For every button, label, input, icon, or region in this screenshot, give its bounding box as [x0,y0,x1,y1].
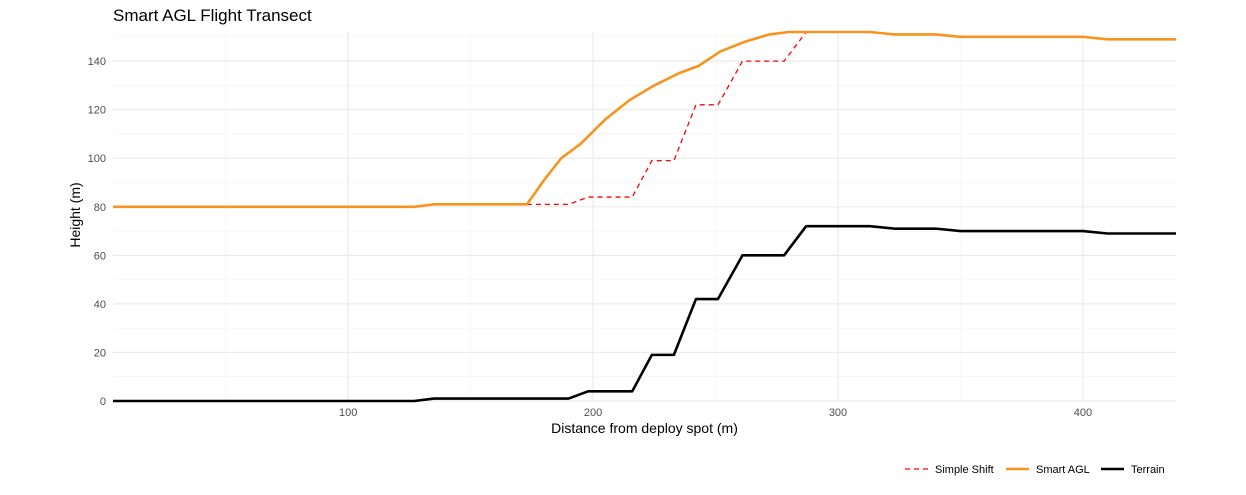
y-tick-label: 140 [88,56,106,68]
x-tick-label: 100 [339,407,357,419]
tick-labels: 100 200 300 400 0 20 40 60 80 100 120 140 [88,56,1092,419]
chart-title: Smart AGL Flight Transect [113,6,312,25]
legend: Simple Shift Smart AGL Terrain [905,464,1165,476]
y-tick-label: 60 [94,250,106,262]
y-tick-label: 100 [88,153,106,165]
y-tick-label: 80 [94,202,106,214]
grid [113,32,1176,402]
x-tick-label: 200 [584,407,602,419]
x-tick-label: 300 [829,407,847,419]
series-line-terrain [113,224,1176,403]
legend-label-terrain: Terrain [1131,464,1165,476]
series-line-smart-agl [113,30,1176,209]
x-axis-title: Distance from deploy spot (m) [551,420,738,436]
y-tick-label: 40 [94,299,106,311]
y-tick-label: 20 [94,347,106,359]
y-axis-title: Height (m) [67,182,83,247]
series-line-simple-shift [113,31,1176,208]
legend-label-simple-shift: Simple Shift [935,464,994,476]
y-tick-label: 0 [100,396,106,408]
legend-label-smart-agl: Smart AGL [1036,464,1090,476]
series-lines [113,30,1176,403]
y-tick-label: 120 [88,105,106,117]
x-tick-label: 400 [1074,407,1092,419]
